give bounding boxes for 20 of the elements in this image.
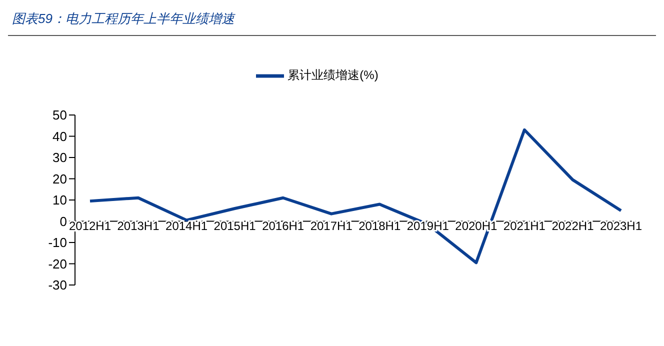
y-tick-label: 50 xyxy=(52,108,67,123)
chart-title: 图表59：电力工程历年上半年业绩增速 xyxy=(8,8,656,36)
x-tick-label: 2014H1 xyxy=(166,218,208,233)
y-tick-label: 20 xyxy=(52,171,67,186)
y-tick-label: -10 xyxy=(48,235,67,250)
x-tick-label: 2021H1 xyxy=(503,218,546,233)
x-tick-label: 2017H1 xyxy=(310,218,353,233)
y-tick-label: 30 xyxy=(52,150,67,166)
y-tick-label: 10 xyxy=(52,192,67,208)
y-tick-label: -20 xyxy=(48,256,67,272)
x-tick-label: 2013H1 xyxy=(117,218,160,233)
legend-label: 累计业绩增速(%) xyxy=(288,68,378,82)
y-tick-label: -30 xyxy=(48,278,67,293)
y-tick-label: 40 xyxy=(52,128,67,144)
x-tick-label: 2015H1 xyxy=(214,218,256,233)
x-tick-label: 2016H1 xyxy=(262,218,304,233)
x-tick-label: 2022H1 xyxy=(552,218,594,233)
x-tick-label: 2018H1 xyxy=(358,218,401,233)
x-tick-label: 2023H1 xyxy=(600,218,642,233)
y-tick-label: 0 xyxy=(60,214,67,229)
